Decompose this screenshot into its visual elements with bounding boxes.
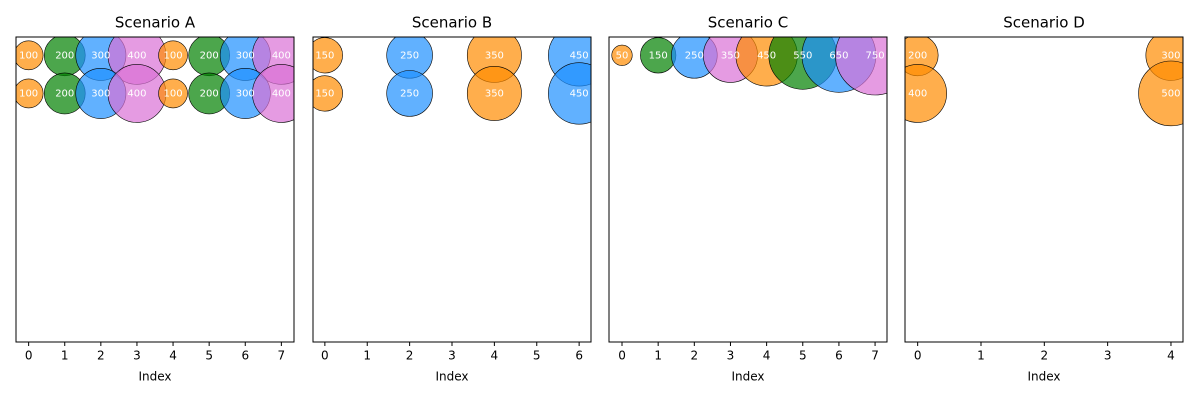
bubble bbox=[548, 62, 591, 125]
bubble-label: 350 bbox=[721, 50, 740, 61]
subplot: 100 200 300 400 100 200 300 400 100 200 300 400 100 2… bbox=[15, 14, 295, 384]
x-tick-label: 2 bbox=[97, 349, 105, 363]
bubble-label: 250 bbox=[685, 50, 704, 61]
bubble bbox=[313, 75, 343, 112]
x-tick-label: 7 bbox=[278, 349, 286, 363]
subplot-title: Scenario C bbox=[708, 14, 788, 32]
bubble bbox=[313, 37, 343, 74]
bubble-label: 200 bbox=[55, 88, 74, 99]
x-tick-label: 1 bbox=[61, 349, 69, 363]
bubble-label: 350 bbox=[485, 88, 504, 99]
subplot: 50 150 250 350 450 550 650 750 0 1 2 3 4 5 6 7 Index Scen… bbox=[608, 14, 888, 384]
x-tick-label: 0 bbox=[25, 349, 33, 363]
bubble-label: 450 bbox=[757, 50, 776, 61]
x-tick-label: 1 bbox=[654, 349, 662, 363]
x-axis-label: Index bbox=[731, 370, 764, 384]
subplot-title: Scenario A bbox=[115, 14, 196, 32]
bubble-label: 400 bbox=[127, 88, 146, 99]
bubble-label: 250 bbox=[400, 88, 419, 99]
bubble-label: 200 bbox=[200, 88, 219, 99]
bubble-label: 400 bbox=[908, 88, 927, 99]
bubble-label: 450 bbox=[570, 50, 589, 61]
bubble-label: 100 bbox=[19, 50, 38, 61]
bubble-label: 400 bbox=[272, 88, 291, 99]
x-tick-label: 5 bbox=[533, 349, 541, 363]
bubble bbox=[252, 64, 294, 123]
bubble-label: 200 bbox=[55, 50, 74, 61]
axes-frame bbox=[608, 36, 888, 343]
x-tick-label: 6 bbox=[575, 349, 583, 363]
bubble-label: 550 bbox=[793, 50, 812, 61]
plot-area: 150 250 350 450 150 250 350 450 bbox=[313, 37, 591, 125]
x-tick-label: 2 bbox=[1040, 349, 1048, 363]
subplot-title: Scenario B bbox=[412, 14, 492, 32]
x-tick-label: 0 bbox=[618, 349, 626, 363]
x-tick-label: 1 bbox=[977, 349, 985, 363]
bubble bbox=[466, 65, 522, 121]
bubble bbox=[905, 64, 947, 123]
bubble-label: 300 bbox=[91, 88, 110, 99]
bubble-label: 300 bbox=[236, 50, 255, 61]
bubble-label: 750 bbox=[866, 50, 885, 61]
bubble-label: 50 bbox=[616, 50, 629, 61]
x-tick-label: 3 bbox=[1104, 349, 1112, 363]
x-tick-label: 1 bbox=[363, 349, 371, 363]
bubble-label: 400 bbox=[272, 50, 291, 61]
bubble-label: 650 bbox=[829, 50, 848, 61]
bubble-label: 250 bbox=[400, 50, 419, 61]
x-tick-label: 0 bbox=[914, 349, 922, 363]
x-tick-label: 4 bbox=[491, 349, 499, 363]
subplot-title: Scenario D bbox=[1003, 14, 1085, 32]
x-tick-label: 6 bbox=[241, 349, 249, 363]
x-tick-label: 4 bbox=[763, 349, 771, 363]
axes-background bbox=[905, 37, 1183, 342]
subplot: 200 300 400 500 0 1 2 3 4 Index Scenario D bbox=[904, 14, 1184, 384]
bubble-label: 150 bbox=[315, 88, 334, 99]
bubble-label: 300 bbox=[91, 50, 110, 61]
x-tick-label: 5 bbox=[205, 349, 213, 363]
x-axis-label: Index bbox=[138, 370, 171, 384]
x-tick-label: 6 bbox=[835, 349, 843, 363]
bubble-label: 100 bbox=[164, 50, 183, 61]
subplot: 150 250 350 450 150 250 350 450 0 1 2 3 4 5 6 Index Scen… bbox=[312, 14, 592, 384]
bubble-label: 350 bbox=[485, 50, 504, 61]
bubble-label: 200 bbox=[200, 50, 219, 61]
bubble bbox=[835, 37, 887, 96]
bubble bbox=[158, 40, 188, 71]
x-tick-label: 3 bbox=[448, 349, 456, 363]
x-tick-label: 3 bbox=[727, 349, 735, 363]
x-axis-label: Index bbox=[435, 370, 468, 384]
bubble-label: 400 bbox=[127, 50, 146, 61]
x-tick-label: 2 bbox=[690, 349, 698, 363]
bubble bbox=[1138, 60, 1183, 127]
bubble-label: 100 bbox=[164, 88, 183, 99]
bubble-label: 300 bbox=[1161, 50, 1180, 61]
plot-area: 50 150 250 350 450 550 650 750 bbox=[611, 37, 887, 96]
bubble-label: 500 bbox=[1161, 88, 1180, 99]
bubble bbox=[386, 70, 433, 117]
x-tick-label: 3 bbox=[133, 349, 141, 363]
x-tick-label: 2 bbox=[406, 349, 414, 363]
axes-frame bbox=[15, 36, 295, 343]
bubble-label: 200 bbox=[908, 50, 927, 61]
x-tick-label: 4 bbox=[1167, 349, 1175, 363]
bubble-label: 450 bbox=[570, 88, 589, 99]
bubble-label: 300 bbox=[236, 88, 255, 99]
plot-area: 200 300 400 500 bbox=[905, 37, 1183, 127]
x-axis-label: Index bbox=[1027, 370, 1060, 384]
bubble bbox=[611, 44, 633, 66]
x-tick-label: 7 bbox=[871, 349, 879, 363]
bubble-label: 150 bbox=[315, 50, 334, 61]
axes-background bbox=[313, 37, 591, 342]
bubble bbox=[158, 78, 188, 109]
bubble bbox=[16, 78, 44, 109]
plot-area: 100 200 300 400 100 200 300 400 100 200 300 400 100 2… bbox=[16, 37, 294, 123]
bubble bbox=[16, 40, 44, 71]
bubble-label: 150 bbox=[649, 50, 668, 61]
x-tick-label: 0 bbox=[321, 349, 329, 363]
x-tick-label: 5 bbox=[799, 349, 807, 363]
x-tick-label: 4 bbox=[169, 349, 177, 363]
bubble-label: 100 bbox=[19, 88, 38, 99]
